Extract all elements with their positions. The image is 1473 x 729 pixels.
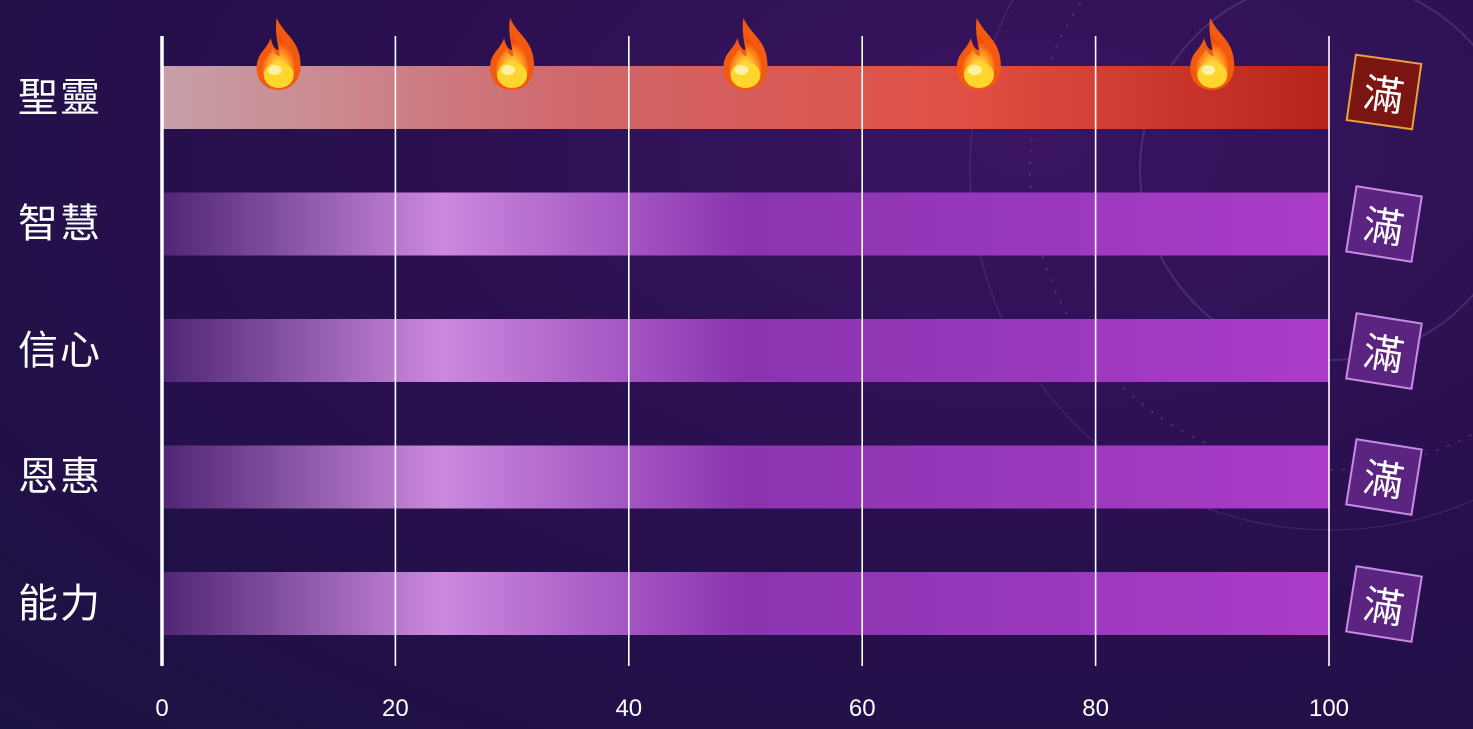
category-label: 聖靈: [18, 74, 102, 121]
bar-3: [162, 319, 1329, 382]
bar-2: [162, 192, 1329, 256]
bar-5: [162, 572, 1329, 635]
flame-icon: [956, 18, 1001, 90]
category-label: 恩惠: [18, 454, 102, 500]
category-label: 能力: [18, 580, 102, 627]
x-tick-label: 40: [615, 695, 642, 722]
x-tick-label: 100: [1309, 695, 1349, 722]
full-badge: 滿: [1345, 53, 1423, 130]
x-tick-label: 80: [1082, 695, 1109, 722]
full-badge: 滿: [1345, 185, 1423, 263]
background-dial-decoration: [969, 0, 1473, 531]
flame-icon: [490, 18, 535, 90]
x-tick-label: 60: [849, 695, 876, 722]
flame-icon: [723, 18, 768, 90]
full-badge: 滿: [1345, 311, 1423, 390]
x-tick-label: 0: [155, 695, 168, 722]
full-badge: 滿: [1345, 438, 1423, 516]
flame-icon: [1190, 18, 1235, 90]
x-tick-label: 20: [382, 695, 409, 722]
category-label: 信心: [18, 327, 102, 374]
flame-icon: [256, 18, 301, 90]
bar-4: [162, 445, 1329, 509]
full-badge: 滿: [1345, 564, 1423, 643]
category-label: 智慧: [18, 201, 102, 247]
